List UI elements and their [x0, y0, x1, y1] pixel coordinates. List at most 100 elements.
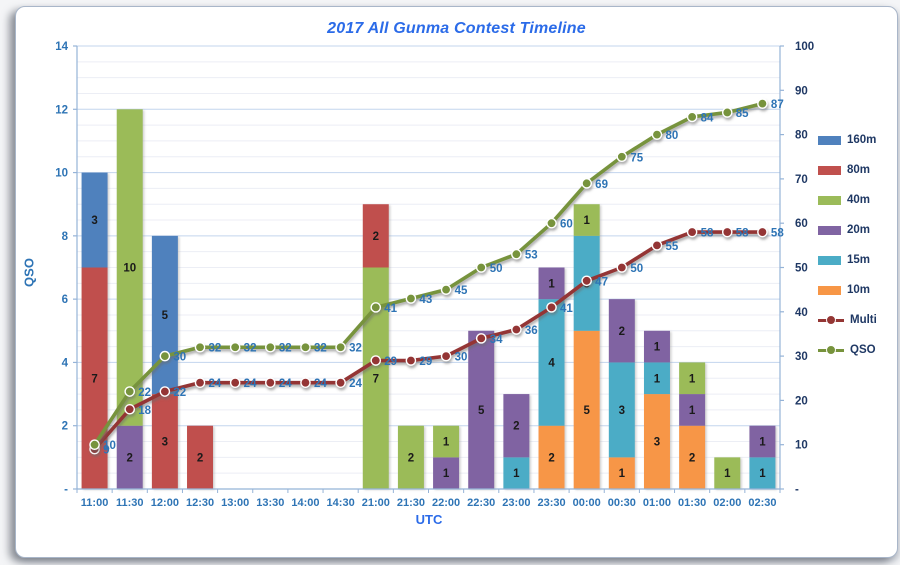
x-axis-label: 21:30 — [397, 497, 425, 509]
multi-marker — [265, 377, 276, 388]
right-axis-label: 60 — [795, 218, 808, 230]
multi-value-label: 58 — [736, 228, 749, 240]
multi-value-label: 30 — [455, 352, 468, 364]
legend-swatch-160m — [818, 135, 841, 145]
legend-item-80m: 80m — [818, 161, 877, 179]
bar-segment-20m — [503, 394, 530, 458]
multi-marker — [124, 403, 136, 415]
qso-marker — [370, 302, 382, 313]
bar-segment-20m — [116, 425, 143, 489]
qso-value-label: 75 — [630, 152, 643, 164]
qso-marker — [546, 217, 557, 229]
bar-segment-20m — [679, 394, 706, 426]
bar-segment-15m — [749, 457, 776, 489]
legend: 160m 80m 40m 20m 15m 10m Multi QSO — [818, 131, 877, 359]
bar-label: 5 — [162, 310, 169, 322]
multi-marker — [651, 240, 663, 251]
bar-segment-80m — [151, 394, 178, 489]
right-axis-label: 20 — [795, 395, 808, 407]
qso-marker — [651, 129, 663, 140]
legend-swatch-10m — [818, 285, 841, 295]
x-axis-label: 11:30 — [116, 497, 144, 509]
bar-label: 3 — [91, 215, 97, 227]
bar-label: 2 — [513, 421, 519, 433]
bar-segment-40m — [433, 425, 460, 458]
qso-value-label: 60 — [560, 219, 573, 231]
x-axis-label: 01:00 — [643, 497, 671, 509]
qso-value-label: 32 — [314, 343, 327, 355]
legend-label: Multi — [850, 314, 877, 326]
bar-segment-15m — [608, 362, 635, 458]
qso-value-label: 32 — [349, 343, 362, 355]
multi-value-label: 58 — [771, 228, 784, 240]
x-axis-label: 13:30 — [256, 497, 284, 509]
bar-label: 3 — [654, 437, 660, 449]
left-axis-label: 14 — [55, 41, 68, 53]
qso-marker — [335, 341, 346, 353]
multi-value-label: 34 — [490, 334, 503, 346]
multi-marker — [194, 377, 206, 388]
qso-value-label: 69 — [595, 179, 608, 191]
bar-segment-10m — [643, 394, 670, 489]
legend-label: 15m — [847, 254, 871, 266]
bar-segment-40m — [397, 425, 424, 489]
qso-value-label: 84 — [701, 112, 714, 124]
x-axis-label: 23:00 — [502, 497, 530, 509]
legend-swatch-15m — [818, 255, 841, 265]
multi-value-label: 24 — [314, 378, 327, 390]
chart-card: 2017 All Gunma Contest Timeline QSO UTC … — [15, 6, 898, 558]
bar-segment-160m — [81, 172, 108, 268]
bar-label: 1 — [689, 405, 696, 417]
multi-value-label: 29 — [419, 356, 432, 368]
x-axis-label: 00:30 — [608, 497, 636, 509]
bar-label: 1 — [724, 468, 731, 480]
multi-value-label: 58 — [701, 228, 714, 240]
bar-series — [81, 109, 776, 489]
bar-label: 1 — [654, 342, 661, 354]
multi-value-label: 55 — [665, 241, 678, 253]
multi-value-label: 22 — [173, 387, 186, 399]
multi-marker — [229, 377, 241, 388]
bar-label: 3 — [619, 405, 625, 417]
multi-value-label: 18 — [138, 405, 151, 417]
bar-label: 1 — [689, 373, 696, 385]
bar-segment-10m — [608, 457, 635, 489]
x-axis-label: 23:30 — [537, 497, 565, 509]
axes — [73, 45, 784, 493]
left-axis-label: - — [64, 484, 68, 496]
qso-value-label: 22 — [138, 387, 151, 399]
qso-value-label: 43 — [419, 294, 432, 306]
x-axis-label: 02:00 — [713, 497, 741, 509]
bar-label: 4 — [548, 357, 555, 369]
multi-value-label: 50 — [630, 263, 643, 275]
legend-item-20m: 20m — [818, 221, 877, 239]
legend-label: 20m — [847, 224, 871, 236]
left-axis-label: 10 — [55, 168, 68, 180]
multi-marker — [475, 333, 487, 344]
qso-value-label: 80 — [665, 130, 678, 142]
plot-area: 7321035272211512241531132311211111-24681… — [55, 41, 814, 509]
multi-marker — [159, 386, 171, 397]
bar-segment-20m — [468, 330, 495, 489]
multi-marker — [370, 355, 382, 366]
left-axis-label: 4 — [62, 357, 69, 369]
bar-segment-40m — [679, 362, 706, 395]
qso-marker — [757, 98, 768, 109]
qso-value-label: 87 — [771, 99, 784, 111]
bar-segment-15m — [643, 362, 670, 395]
bar-segment-20m — [643, 330, 670, 363]
qso-value-label: 53 — [525, 250, 538, 262]
multi-marker — [300, 377, 311, 388]
multi-value-label: 47 — [595, 276, 608, 288]
legend-label: 160m — [847, 134, 877, 146]
multi-marker — [335, 377, 346, 388]
bar-segment-10m — [679, 425, 706, 489]
left-axis-label: 2 — [62, 421, 68, 433]
qso-marker — [616, 151, 628, 163]
qso-marker — [124, 386, 136, 397]
legend-label: 80m — [847, 164, 871, 176]
bar-label: 2 — [373, 231, 379, 243]
legend-swatch-qso — [818, 345, 844, 355]
bar-segment-20m — [749, 425, 776, 458]
